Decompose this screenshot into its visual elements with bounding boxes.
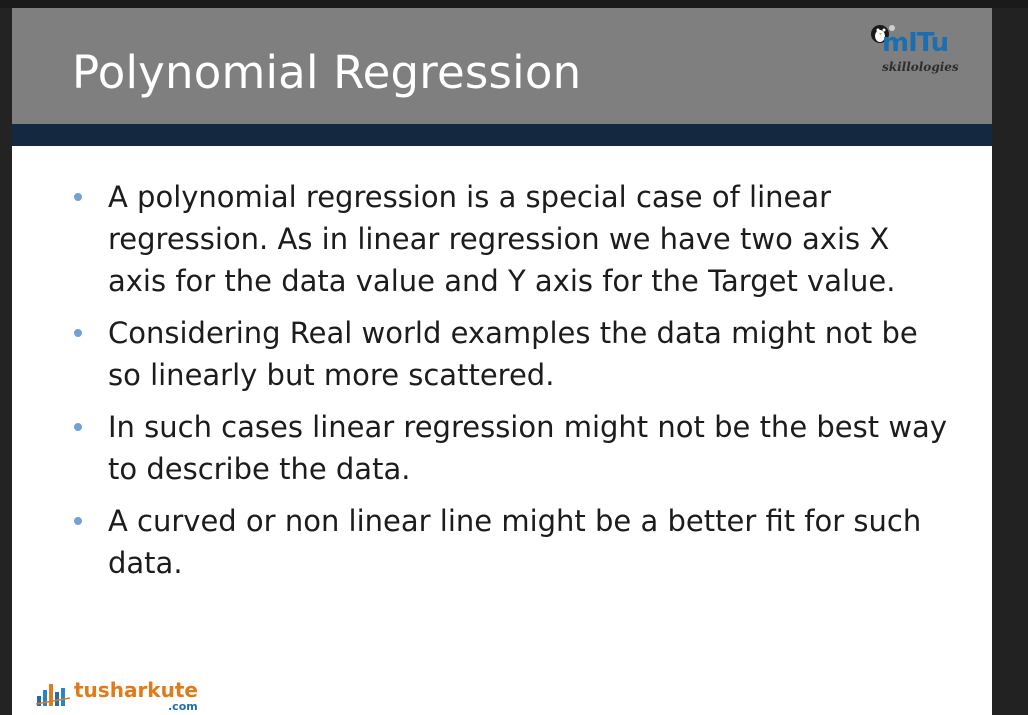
tusharkute-logo: tusharkute .com	[36, 674, 226, 714]
bullet-text: A polynomial regression is a special cas…	[108, 180, 896, 298]
bullet-item: A polynomial regression is a special cas…	[74, 176, 954, 302]
tusharkute-logo-suffix: .com	[168, 700, 198, 713]
bullet-dot	[74, 193, 82, 201]
bullet-dot	[74, 329, 82, 337]
penguin-icon	[871, 25, 895, 43]
mitu-logo-text: mITu	[882, 28, 949, 58]
mitu-logo: mITu skillologies	[868, 22, 980, 86]
bullet-text: A curved or non linear line might be a b…	[108, 504, 922, 580]
bullet-list: A polynomial regression is a special cas…	[74, 176, 954, 594]
slide-title: Polynomial Regression	[72, 46, 582, 99]
title-underline-band	[12, 124, 992, 146]
screen-top-edge	[0, 0, 1028, 8]
screen-right-edge	[992, 8, 1028, 715]
mitu-logo-tagline: skillologies	[882, 60, 959, 74]
tusharkute-logo-text: tusharkute	[74, 678, 198, 702]
bullet-text: Considering Real world examples the data…	[108, 316, 918, 392]
presentation-slide: Polynomial Regression mITu skillologies …	[12, 8, 992, 715]
bullet-item: Considering Real world examples the data…	[74, 312, 954, 396]
bullet-dot	[74, 517, 82, 525]
bullet-dot	[74, 423, 82, 431]
title-band: Polynomial Regression mITu skillologies	[12, 8, 992, 124]
bullet-item: In such cases linear regression might no…	[74, 406, 954, 490]
bar-chart-icon	[36, 684, 70, 706]
bullet-item: A curved or non linear line might be a b…	[74, 500, 954, 584]
bullet-text: In such cases linear regression might no…	[108, 410, 947, 486]
